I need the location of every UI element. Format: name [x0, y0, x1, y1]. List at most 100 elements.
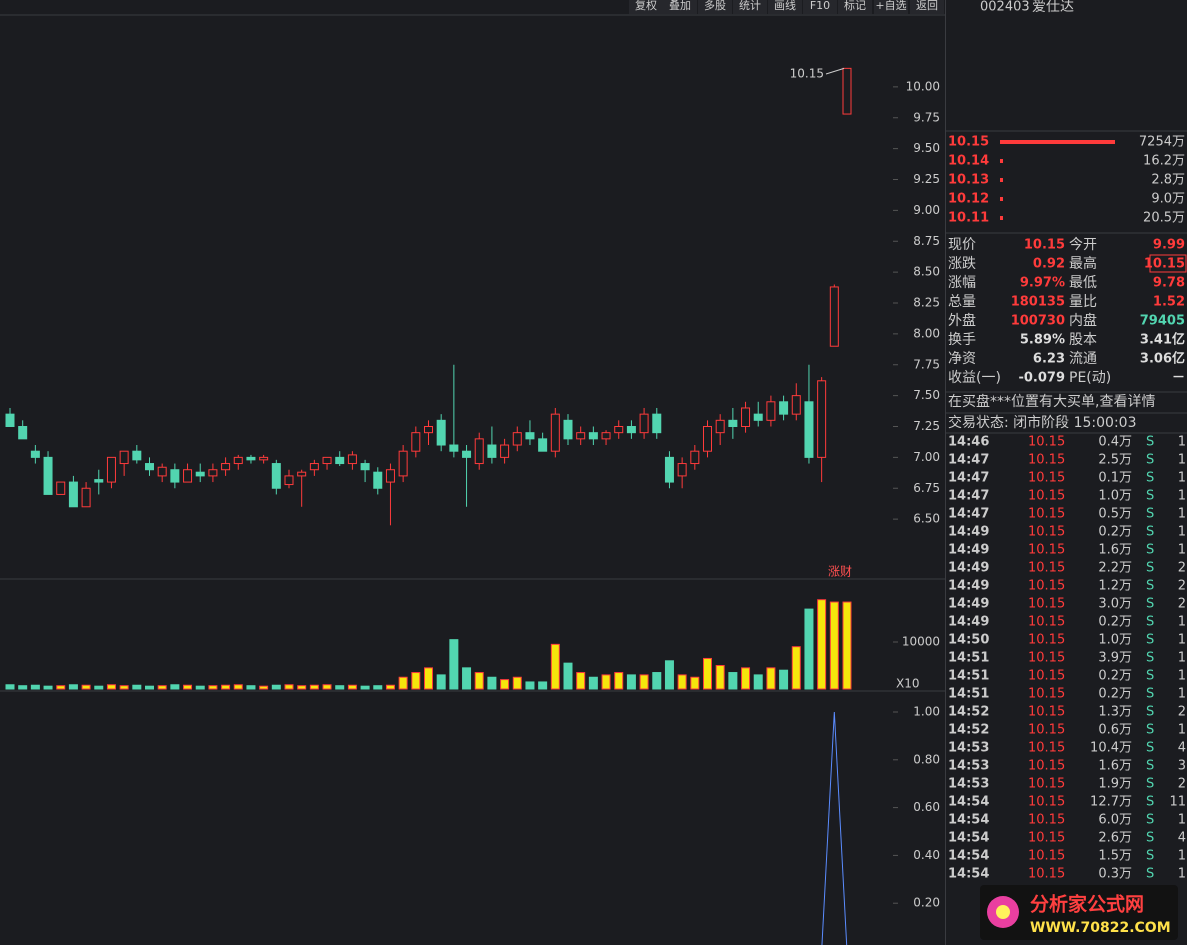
y-tick-label: 8.75	[913, 234, 940, 248]
bid-volume: 9.0万	[1151, 192, 1185, 207]
toolbar-button-bg[interactable]	[733, 0, 767, 14]
toolbar-button[interactable]: 多股	[704, 0, 726, 12]
trade-price: 10.15	[1028, 831, 1065, 846]
candle-body	[753, 413, 763, 421]
volume-bar	[614, 672, 624, 690]
candle-body	[550, 413, 560, 452]
quote-value: 10.15	[1144, 257, 1185, 272]
y-tick-label: 0.60	[913, 800, 940, 814]
watermark-url: WWW.70822.COM	[1030, 920, 1171, 936]
trade-price: 10.15	[1028, 543, 1065, 558]
toolbar-button[interactable]: 画线	[774, 0, 796, 12]
trade-count: 2	[1178, 597, 1186, 612]
bid-volume: 2.8万	[1151, 173, 1185, 188]
toolbar-button-bg[interactable]	[910, 0, 944, 14]
candle-body	[309, 463, 319, 471]
y-tick-label: 0.20	[913, 896, 940, 910]
volume-bar	[195, 685, 205, 690]
toolbar-button[interactable]: F10	[810, 0, 830, 12]
candle-body	[652, 413, 662, 434]
toolbar-button[interactable]: 返回	[916, 0, 938, 12]
toolbar-button-bg[interactable]	[803, 0, 837, 14]
toolbar-button[interactable]: 标记	[844, 0, 866, 12]
candle-body	[347, 454, 357, 465]
candle-body	[639, 413, 649, 434]
trade-count: 1	[1178, 453, 1186, 468]
trade-time: 14:50	[948, 633, 989, 648]
volume-bar	[259, 685, 269, 690]
volume-bar	[652, 672, 662, 690]
y-tick-label: 8.25	[913, 296, 940, 310]
trade-time: 14:51	[948, 669, 989, 684]
quote-label: 收益(一)	[948, 370, 1001, 386]
trade-price: 10.15	[1028, 489, 1065, 504]
candle-body	[614, 426, 624, 434]
candle-body	[741, 407, 751, 428]
trade-count: 1	[1178, 723, 1186, 738]
toolbar-button-bg[interactable]	[874, 0, 908, 14]
trade-side: S	[1146, 543, 1154, 558]
trade-count: 1	[1178, 669, 1186, 684]
volume-bar	[664, 660, 674, 690]
trade-price: 10.15	[1028, 705, 1065, 720]
trade-count: 1	[1178, 471, 1186, 486]
toolbar-button-bg[interactable]	[768, 0, 802, 14]
candle-body	[817, 380, 827, 458]
y-tick-label: 9.25	[913, 172, 940, 186]
trade-price: 10.15	[1028, 759, 1065, 774]
candle-body	[563, 419, 573, 440]
trade-time: 14:53	[948, 759, 989, 774]
trade-time: 14:49	[948, 597, 989, 612]
trade-price: 10.15	[1028, 633, 1065, 648]
toolbar-button-bg[interactable]	[663, 0, 697, 14]
quote-value: 9.78	[1153, 276, 1185, 291]
candle-body	[588, 432, 598, 440]
candle-body	[804, 401, 814, 458]
trade-volume: 0.2万	[1098, 687, 1132, 702]
trade-price: 10.15	[1028, 651, 1065, 666]
toolbar-button-bg[interactable]	[698, 0, 732, 14]
trade-side: S	[1146, 597, 1154, 612]
y-tick-label: 10.00	[906, 79, 940, 93]
trade-time: 14:54	[948, 813, 989, 828]
quote-value: 9.97%	[1020, 276, 1065, 291]
candle-body	[18, 426, 28, 440]
trade-time: 14:49	[948, 543, 989, 558]
toolbar-button[interactable]: +自选	[875, 0, 906, 12]
quote-label: 量比	[1069, 294, 1097, 310]
candle-body	[259, 456, 269, 461]
quote-label: PE(动)	[1069, 370, 1111, 386]
candle-body	[601, 432, 611, 440]
trade-price: 10.15	[1028, 507, 1065, 522]
trade-volume: 1.9万	[1098, 777, 1132, 792]
trade-price: 10.15	[1028, 435, 1065, 450]
bid-volume-bar	[1000, 140, 1115, 144]
volume-unit: X10	[896, 677, 920, 691]
toolbar-button[interactable]: 统计	[739, 0, 761, 12]
toolbar-button[interactable]: 叠加	[669, 0, 691, 12]
bid-volume: 20.5万	[1143, 211, 1185, 226]
toolbar-button[interactable]: 复权	[635, 0, 657, 12]
candle-body	[221, 463, 231, 471]
trade-volume: 1.5万	[1098, 849, 1132, 864]
notice[interactable]: 在买盘***位置有大买单,查看详情	[948, 393, 1155, 410]
toolbar-button-bg[interactable]	[838, 0, 872, 14]
candle-body	[436, 419, 446, 446]
trade-price: 10.15	[1028, 777, 1065, 792]
volume-bar	[81, 684, 91, 690]
trade-price: 10.15	[1028, 849, 1065, 864]
trade-side: S	[1146, 471, 1154, 486]
y-tick-label: 7.25	[913, 419, 940, 433]
volume-bar	[753, 674, 763, 690]
volume-bar	[94, 685, 104, 690]
candle-body	[576, 432, 586, 440]
candle-body	[170, 469, 180, 483]
volume-bar	[449, 639, 459, 690]
toolbar-button-bg[interactable]	[629, 0, 663, 14]
trade-side: S	[1146, 849, 1154, 864]
candle-body	[664, 456, 674, 483]
trade-time: 14:47	[948, 453, 989, 468]
volume-bar	[766, 667, 776, 690]
bid-volume-bar	[1000, 178, 1003, 182]
